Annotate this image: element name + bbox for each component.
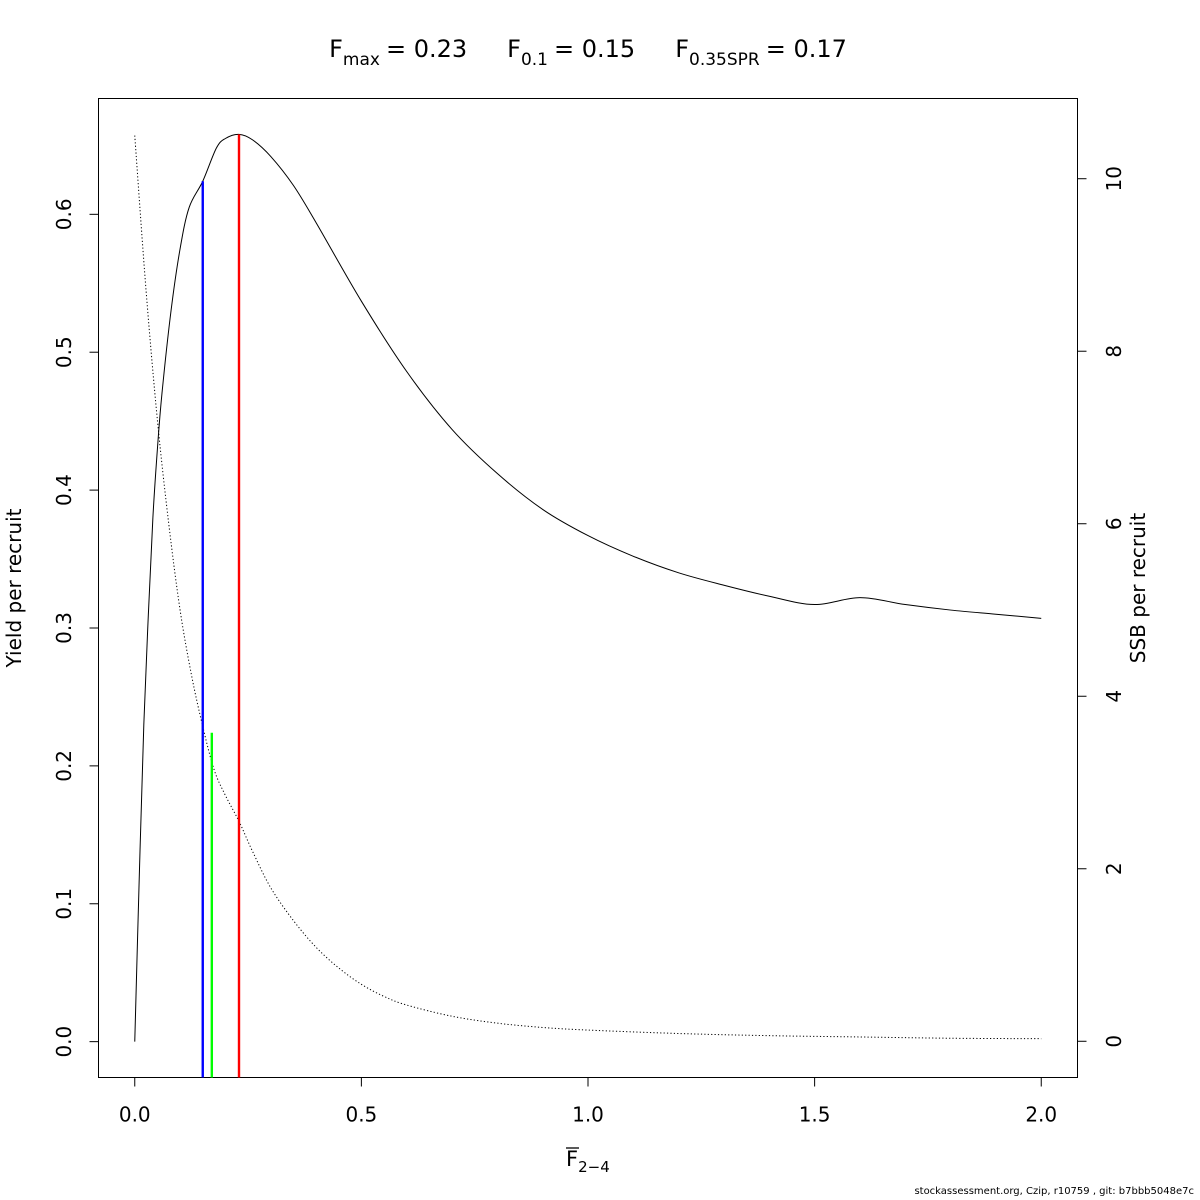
y-left-tick-label: 0.3	[52, 612, 76, 644]
y-left-tick-label: 0.1	[52, 888, 76, 920]
plot-frame	[98, 98, 1078, 1078]
x-axis-label-base: F	[566, 1147, 578, 1171]
y-left-tick-label: 0.6	[52, 198, 76, 230]
y-right-tick-label: 6	[1102, 517, 1126, 530]
y-axis-left: 0.0 0.1 0.2 0.3 0.4 0.5 0.6	[52, 198, 99, 1058]
title-fmax-label: F	[329, 35, 343, 63]
y-axis-right: 0 2 4 6 8 10	[1077, 166, 1126, 1048]
title-fmax-subscript: max	[343, 50, 380, 70]
title-f01-subscript: 0.1	[521, 50, 548, 70]
x-tick-label: 0.0	[119, 1103, 151, 1127]
chart-title: Fmax = 0.23 F0.1 = 0.15 F0.35SPR = 0.17	[329, 35, 847, 70]
title-fspr-value: = 0.17	[766, 35, 847, 63]
x-tick-label: 1.0	[572, 1103, 604, 1127]
title-fmax-value: = 0.23	[386, 35, 467, 63]
title-f01-value: = 0.15	[554, 35, 635, 63]
y-left-tick-label: 0.4	[52, 474, 76, 506]
y-axis-right-label: SSB per recruit	[1126, 513, 1150, 664]
x-tick-label: 2.0	[1025, 1103, 1057, 1127]
footer-credit: stockassessment.org, Czip, r10759 , git:…	[914, 1186, 1194, 1197]
title-fspr-label: F	[675, 35, 689, 63]
ssb-per-recruit-curve	[134, 135, 1042, 1040]
title-fspr-subscript: 0.35SPR	[689, 50, 760, 70]
y-right-tick-label: 2	[1102, 862, 1126, 875]
y-axis-left-label: Yield per recruit	[2, 508, 26, 668]
y-left-tick-label: 0.2	[52, 750, 76, 782]
yield-per-recruit-curve	[134, 133, 1042, 1042]
x-axis: 0.0 0.5 1.0 1.5 2.0	[119, 1077, 1057, 1127]
y-right-tick-label: 8	[1102, 345, 1126, 358]
y-right-tick-label: 10	[1102, 166, 1126, 191]
series-layer	[134, 133, 1042, 1042]
y-right-tick-label: 0	[1102, 1035, 1126, 1048]
x-axis-label: F2−4	[566, 1147, 610, 1176]
x-tick-label: 1.5	[799, 1103, 831, 1127]
reference-lines	[201, 134, 241, 1078]
title-f01-label: F	[507, 35, 521, 63]
x-tick-label: 0.5	[345, 1103, 377, 1127]
y-right-tick-label: 4	[1102, 690, 1126, 703]
x-axis-label-subscript: 2−4	[578, 1158, 610, 1176]
y-left-tick-label: 0.0	[52, 1026, 76, 1058]
y-left-tick-label: 0.5	[52, 336, 76, 368]
